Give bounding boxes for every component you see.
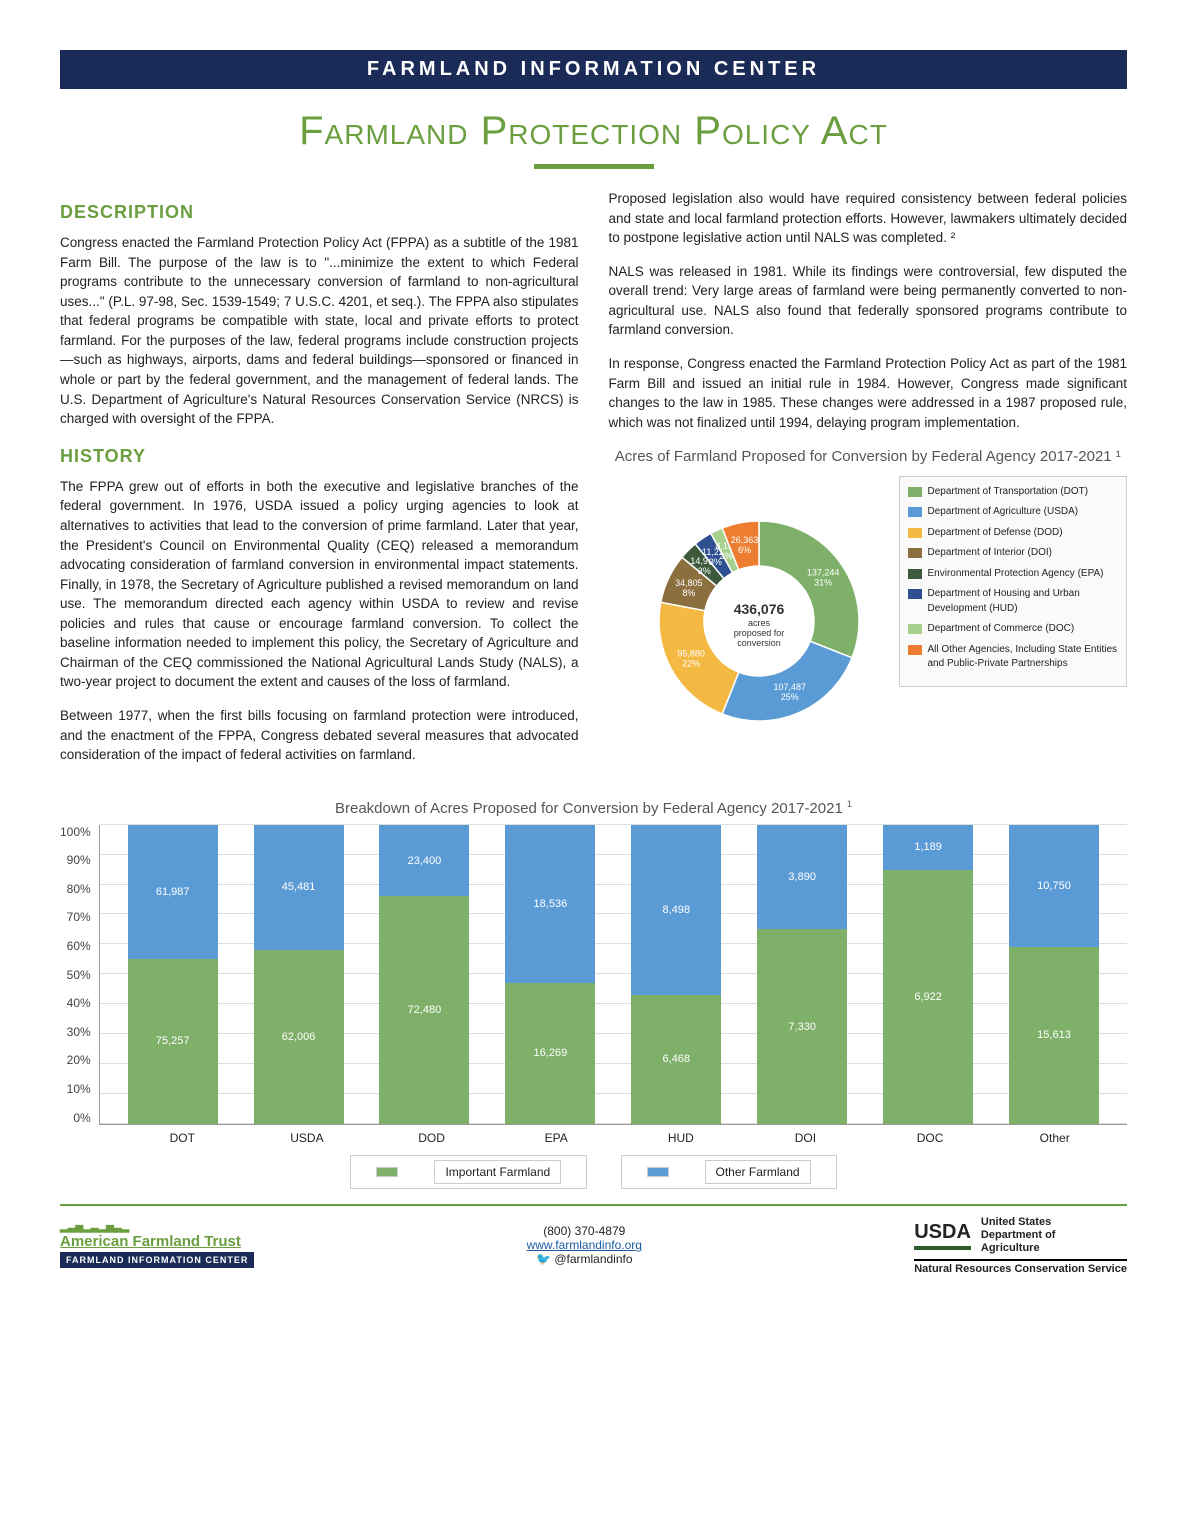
aft-logo: ▂▃▅▂▃▂▅▃▂ American Farmland Trust FARMLA… xyxy=(60,1222,254,1268)
legend-item: Department of Defense (DOD) xyxy=(908,526,1119,541)
svg-text:22%: 22% xyxy=(682,658,700,668)
bar-dod: 23,40072,480 xyxy=(379,825,469,1124)
usda-block: USDA United States Department of Agricul… xyxy=(914,1216,1127,1276)
svg-text:107,487: 107,487 xyxy=(773,682,806,692)
svg-text:137,244: 137,244 xyxy=(806,567,839,577)
twitter-icon: 🐦 xyxy=(536,1252,551,1266)
body-columns: DESCRIPTION Congress enacted the Farmlan… xyxy=(60,189,1127,779)
svg-text:31%: 31% xyxy=(814,577,832,587)
x-labels: DOTUSDADODEPAHUDDOIDOCOther xyxy=(110,1125,1127,1145)
svg-text:25%: 25% xyxy=(780,692,798,702)
legend-item: Department of Interior (DOI) xyxy=(908,546,1119,561)
description-p1: Congress enacted the Farmland Protection… xyxy=(60,233,579,429)
bar-epa: 18,53616,269 xyxy=(505,825,595,1124)
svg-text:95,880: 95,880 xyxy=(677,648,705,658)
main-title: Farmland Protection Policy Act xyxy=(60,109,1127,154)
phone: (800) 370-4879 xyxy=(527,1224,642,1238)
bar-other: 10,75015,613 xyxy=(1009,825,1099,1124)
y-axis: 100%90%80%70%60%50%40%30%20%10%0% xyxy=(60,825,99,1125)
svg-text:conversion: conversion xyxy=(737,638,781,648)
right-column: Proposed legislation also would have req… xyxy=(609,189,1128,779)
donut-wrap: 137,24431%107,48725%95,88022%34,8058%14,… xyxy=(609,476,1128,742)
usda-logo: USDA xyxy=(914,1221,971,1250)
legend-item: Department of Agriculture (USDA) xyxy=(908,505,1119,520)
donut-legend: Department of Transportation (DOT) Depart… xyxy=(899,476,1128,687)
svg-text:26,363: 26,363 xyxy=(730,535,758,545)
bar-doi: 3,8907,330 xyxy=(757,825,847,1124)
bars-row: 61,98775,257 45,48162,006 23,40072,480 18,5… xyxy=(100,825,1127,1124)
title-underline xyxy=(534,164,654,169)
legend-item: Environmental Protection Agency (EPA) xyxy=(908,567,1119,582)
svg-text:436,076: 436,076 xyxy=(733,601,784,617)
page: FARMLAND INFORMATION CENTER Farmland Pro… xyxy=(0,0,1187,1295)
footer: ▂▃▅▂▃▂▅▃▂ American Farmland Trust FARMLA… xyxy=(60,1204,1127,1276)
bar-hud: 8,4986,468 xyxy=(631,825,721,1124)
svg-text:34,805: 34,805 xyxy=(675,578,703,588)
donut-title: Acres of Farmland Proposed for Conversio… xyxy=(609,446,1128,468)
bar-chart: Breakdown of Acres Proposed for Conversi… xyxy=(60,799,1127,1189)
right-p3: In response, Congress enacted the Farmla… xyxy=(609,354,1128,432)
usda-name: United States Department of Agriculture xyxy=(981,1216,1056,1256)
history-p2: Between 1977, when the first bills focus… xyxy=(60,706,579,765)
legend-item: Department of Commerce (DOC) xyxy=(908,622,1119,637)
bars-grid: 61,98775,257 45,48162,006 23,40072,480 18,5… xyxy=(99,825,1127,1125)
legend-item: All Other Agencies, Including State Enti… xyxy=(908,643,1119,672)
legend-item: Department of Housing and Urban Developm… xyxy=(908,587,1119,616)
bar-legend: Important Farmland Other Farmland xyxy=(60,1155,1127,1189)
bar-doc: 1,1896,922 xyxy=(883,825,973,1124)
bar-dot: 61,98775,257 xyxy=(128,825,218,1124)
svg-text:3%: 3% xyxy=(697,566,710,576)
legend-other: Other Farmland xyxy=(621,1155,837,1189)
banner: FARMLAND INFORMATION CENTER xyxy=(60,50,1127,89)
legend-item: Department of Transportation (DOT) xyxy=(908,485,1119,500)
svg-text:acres: acres xyxy=(747,618,770,628)
legend-important: Important Farmland xyxy=(350,1155,587,1189)
history-heading: HISTORY xyxy=(60,443,579,469)
history-p1: The FPPA grew out of efforts in both the… xyxy=(60,477,579,692)
footer-center: (800) 370-4879 www.farmlandinfo.org 🐦 @f… xyxy=(527,1224,642,1266)
svg-text:proposed for: proposed for xyxy=(733,628,784,638)
website-link[interactable]: www.farmlandinfo.org xyxy=(527,1238,642,1252)
description-heading: DESCRIPTION xyxy=(60,199,579,225)
nrcs-label: Natural Resources Conservation Service xyxy=(914,1259,1127,1275)
donut-chart: 137,24431%107,48725%95,88022%34,8058%14,… xyxy=(609,476,889,742)
svg-text:2%: 2% xyxy=(719,551,732,561)
svg-text:8%: 8% xyxy=(682,588,695,598)
bar-usda: 45,48162,006 xyxy=(254,825,344,1124)
right-p2: NALS was released in 1981. While its fin… xyxy=(609,262,1128,340)
svg-text:6%: 6% xyxy=(737,545,750,555)
bar-area: 100%90%80%70%60%50%40%30%20%10%0% 61,987… xyxy=(60,825,1127,1125)
twitter-handle: @farmlandinfo xyxy=(554,1252,632,1266)
right-p1: Proposed legislation also would have req… xyxy=(609,189,1128,248)
left-column: DESCRIPTION Congress enacted the Farmlan… xyxy=(60,189,579,779)
bar-title: Breakdown of Acres Proposed for Conversi… xyxy=(60,799,1127,817)
